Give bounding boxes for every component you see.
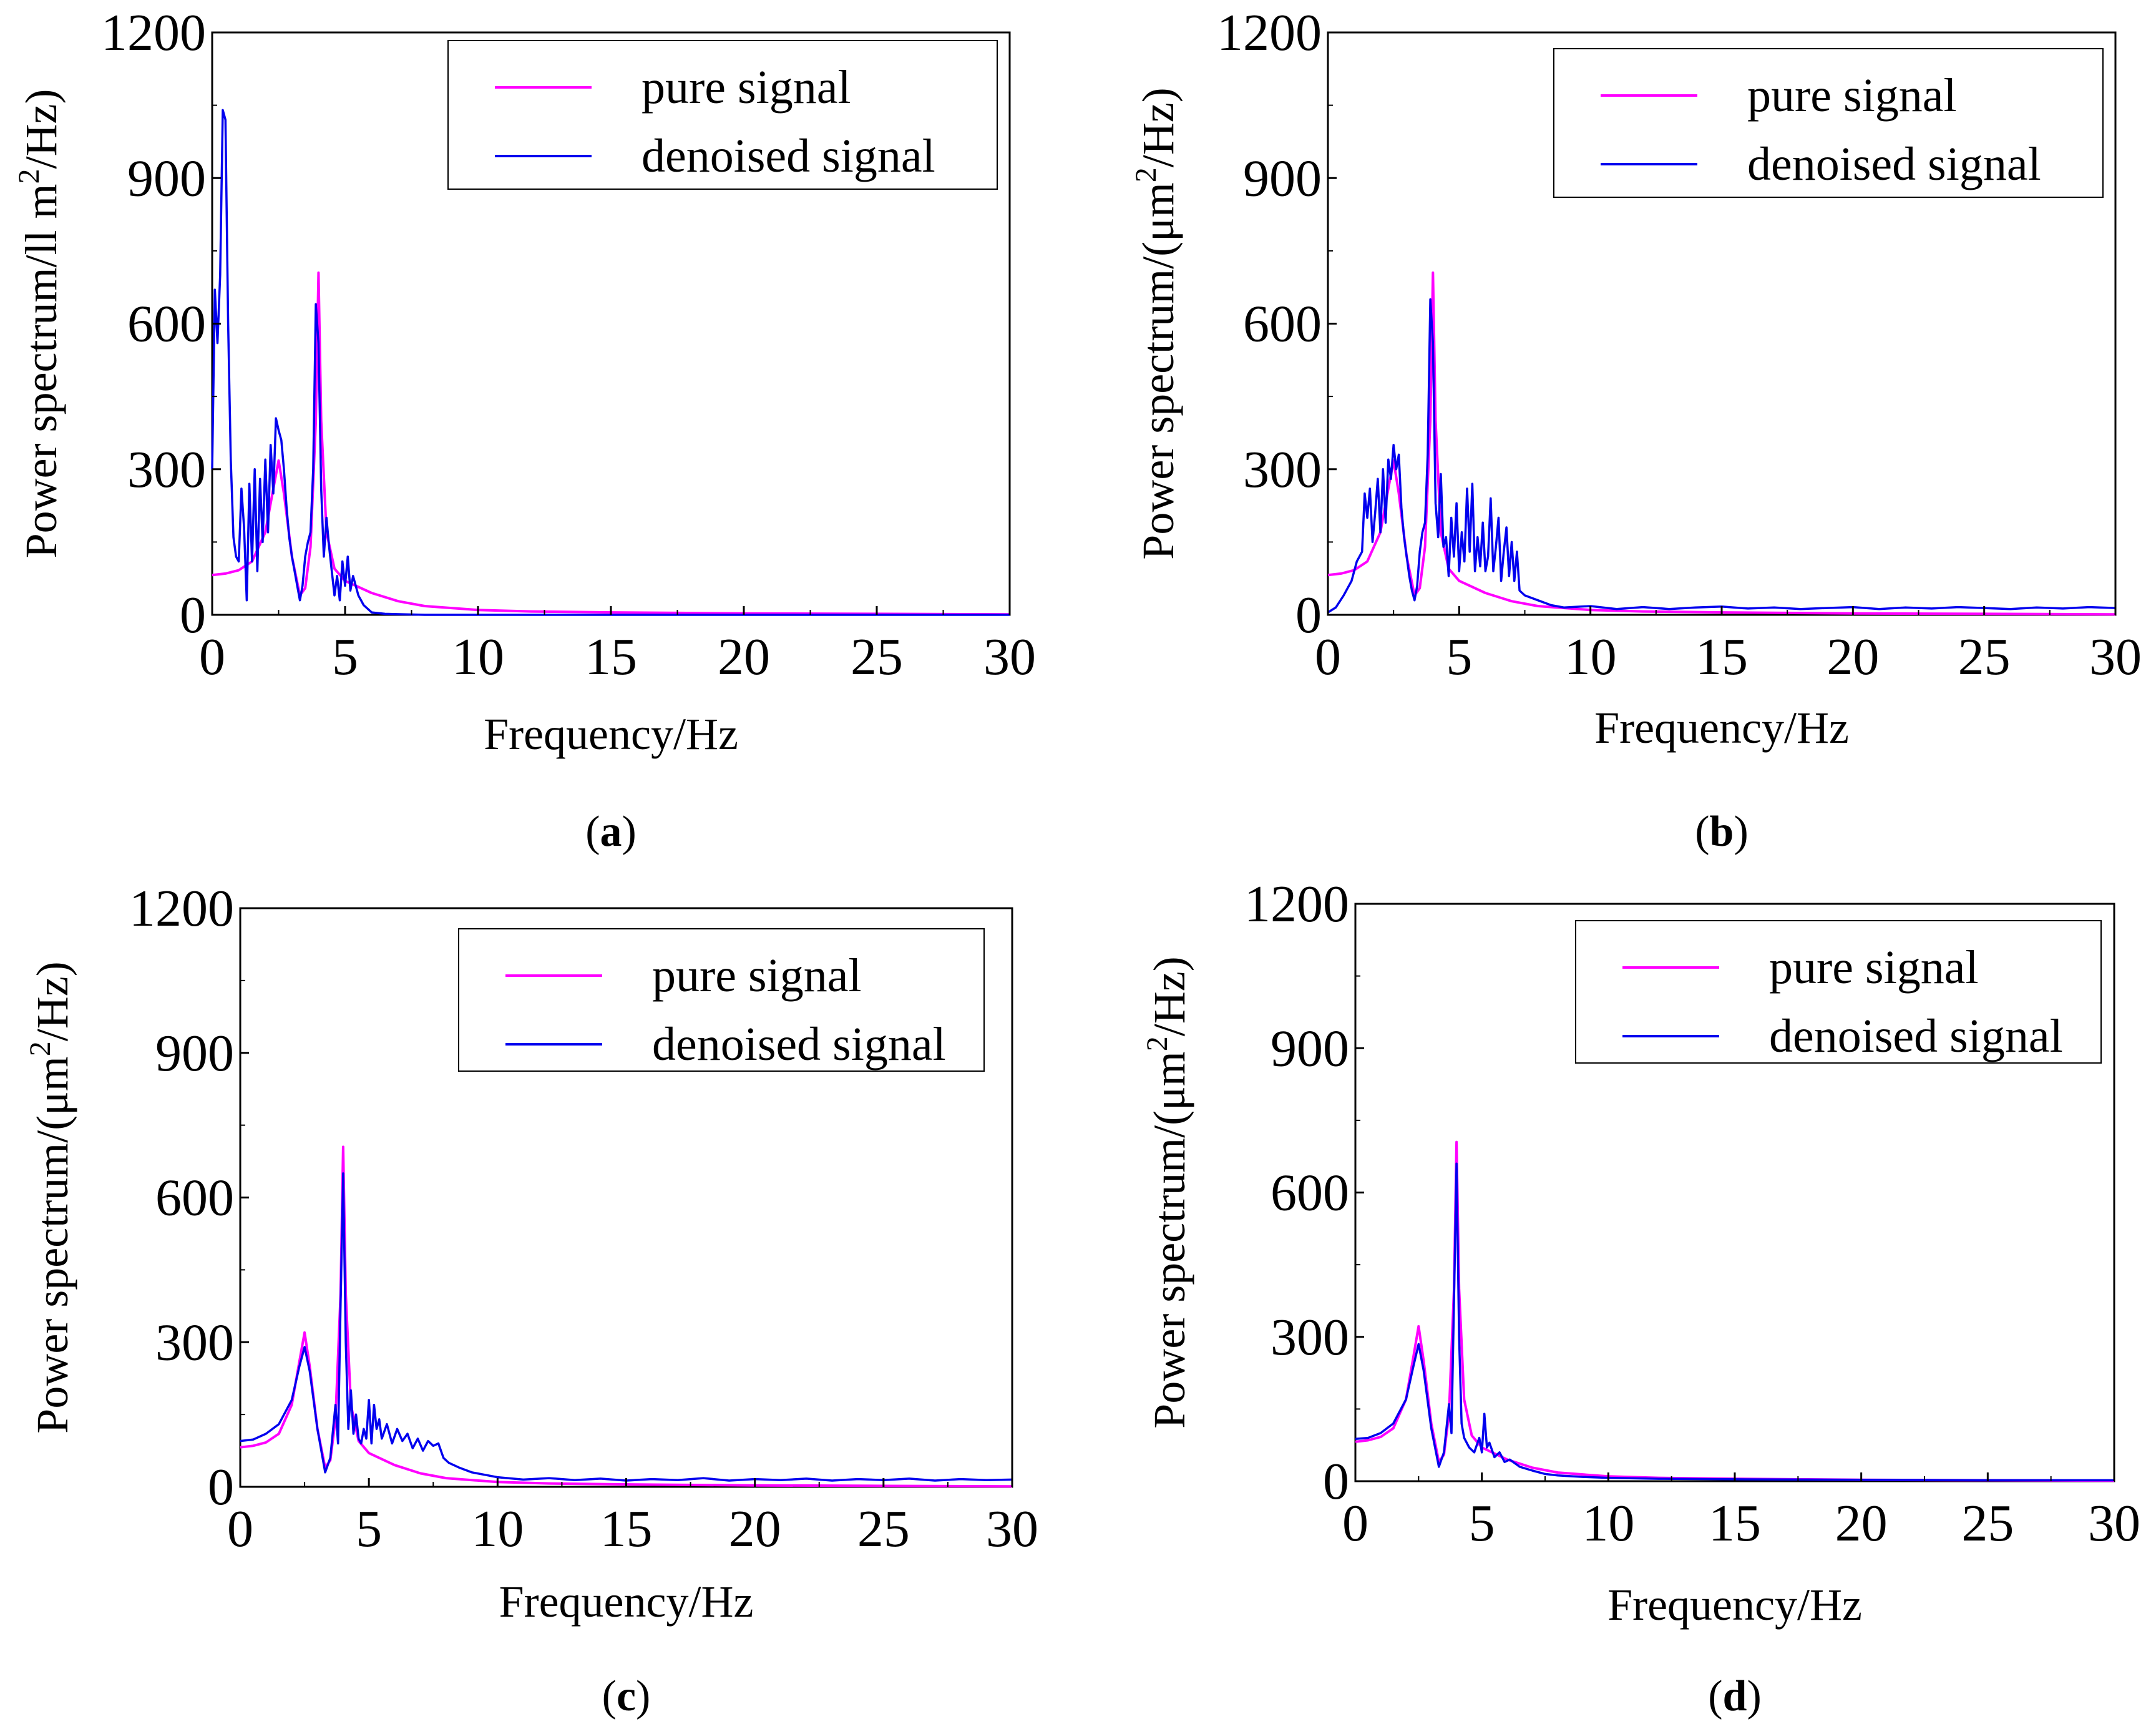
x-tick-label: 10	[1564, 628, 1617, 686]
legend-box	[458, 928, 985, 1072]
x-tick-label: 15	[585, 628, 637, 686]
chart-panel: 0 5 10 15 20 25 3003006009001200Frequency/HzPo…	[1141, 875, 2140, 1720]
legend-box	[1553, 48, 2104, 198]
y-tick-label: 300	[127, 441, 206, 499]
panel-label: (c)	[602, 1672, 651, 1720]
y-tick-label: 1200	[101, 4, 206, 62]
series-line	[1327, 271, 2116, 616]
x-tick-label: 30	[986, 1500, 1038, 1558]
x-tick-label: 20	[1835, 1494, 1888, 1552]
legend-box	[1575, 920, 2102, 1064]
legend: pure signal denoised signal	[447, 40, 998, 190]
x-tick-label: 25	[857, 1500, 910, 1558]
legend: pure signal denoised signal	[1575, 920, 2102, 1064]
y-tick-label: 300	[1271, 1308, 1349, 1366]
x-tick-label: 0	[1342, 1494, 1368, 1552]
legend-entry: pure signal	[641, 61, 851, 114]
y-tick-label: 900	[1271, 1019, 1349, 1077]
legend-box	[447, 40, 998, 190]
x-tick-label: 30	[2089, 628, 2142, 686]
y-tick-label: 600	[155, 1169, 234, 1227]
legend-entry: denoised signal	[652, 1018, 946, 1070]
x-axis-label: Frequency/Hz	[499, 1577, 754, 1627]
y-tick-label: 900	[155, 1024, 234, 1082]
x-tick-label: 15	[1709, 1494, 1761, 1552]
series-line	[1355, 1140, 2115, 1482]
y-axis-label: Power spectrum/(μm2/Hz)	[1129, 87, 1183, 559]
y-axis-label: Power spectrum/ll m2/Hz)	[12, 89, 66, 559]
y-tick-label: 600	[1271, 1164, 1349, 1222]
x-tick-label: 5	[356, 1500, 382, 1558]
y-axis-label: Power spectrum/(μm2/Hz)	[1141, 956, 1194, 1428]
y-axis-label: Power spectrum/(μm2/Hz)	[24, 961, 77, 1433]
x-tick-label: 0	[199, 628, 225, 686]
panel-label: (d)	[1708, 1672, 1762, 1720]
y-tick-label: 300	[1243, 441, 1322, 499]
x-tick-label: 0	[1315, 628, 1341, 686]
chart-panel: 0 5 10 15 20 25 3003006009001200Frequency/HzPo…	[24, 879, 1038, 1720]
series-line	[240, 1145, 1013, 1488]
y-tick-label: 1200	[1244, 875, 1349, 933]
panel-label: (b)	[1695, 808, 1749, 856]
chart-panel: 0 5 10 15 20 25 3003006009001200Frequency/HzPo…	[12, 4, 1036, 856]
series-line	[1327, 298, 2116, 614]
x-tick-label: 5	[332, 628, 358, 686]
y-tick-label: 1200	[129, 879, 234, 938]
legend: pure signal denoised signal	[1553, 48, 2104, 198]
x-axis-label: Frequency/Hz	[1607, 1580, 1862, 1630]
legend-entry: pure signal	[652, 949, 862, 1002]
y-tick-label: 900	[1243, 149, 1322, 207]
x-tick-label: 15	[1695, 628, 1748, 686]
y-tick-label: 300	[155, 1313, 234, 1371]
legend-entry: denoised signal	[1747, 138, 2041, 190]
y-tick-label: 600	[127, 295, 206, 353]
x-tick-label: 20	[718, 628, 770, 686]
x-tick-label: 20	[729, 1500, 781, 1558]
x-tick-label: 10	[471, 1500, 524, 1558]
y-tick-label: 1200	[1217, 4, 1322, 62]
x-tick-label: 30	[983, 628, 1036, 686]
x-tick-label: 25	[1961, 1494, 2014, 1552]
legend: pure signal denoised signal	[458, 928, 985, 1072]
y-tick-label: 0	[208, 1458, 234, 1516]
legend-entry: denoised signal	[641, 130, 935, 182]
series-line	[1355, 1162, 2114, 1482]
x-tick-label: 25	[1958, 628, 2011, 686]
legend-entry: pure signal	[1747, 69, 1957, 122]
legend-entry: denoised signal	[1769, 1010, 2063, 1062]
x-tick-label: 5	[1446, 628, 1472, 686]
x-tick-label: 10	[452, 628, 504, 686]
x-tick-label: 25	[851, 628, 903, 686]
x-axis-label: Frequency/Hz	[1594, 703, 1849, 753]
x-tick-label: 30	[2088, 1494, 2140, 1552]
y-tick-label: 0	[180, 586, 206, 644]
y-tick-label: 900	[127, 149, 206, 207]
x-tick-label: 5	[1469, 1494, 1495, 1552]
panel-label: (a)	[585, 808, 637, 856]
x-tick-label: 15	[600, 1500, 653, 1558]
chart-panel: 0 5 10 15 20 25 3003006009001200Frequency/HzPo…	[1129, 4, 2142, 856]
series-line	[240, 1172, 1013, 1482]
y-tick-label: 600	[1243, 295, 1322, 353]
x-tick-label: 20	[1827, 628, 1879, 686]
series-line	[211, 109, 1010, 616]
y-tick-label: 0	[1323, 1452, 1349, 1511]
x-axis-label: Frequency/Hz	[484, 709, 738, 759]
x-tick-label: 0	[227, 1500, 253, 1558]
x-tick-label: 10	[1582, 1494, 1634, 1552]
legend-entry: pure signal	[1769, 941, 1979, 994]
y-tick-label: 0	[1295, 586, 1322, 644]
